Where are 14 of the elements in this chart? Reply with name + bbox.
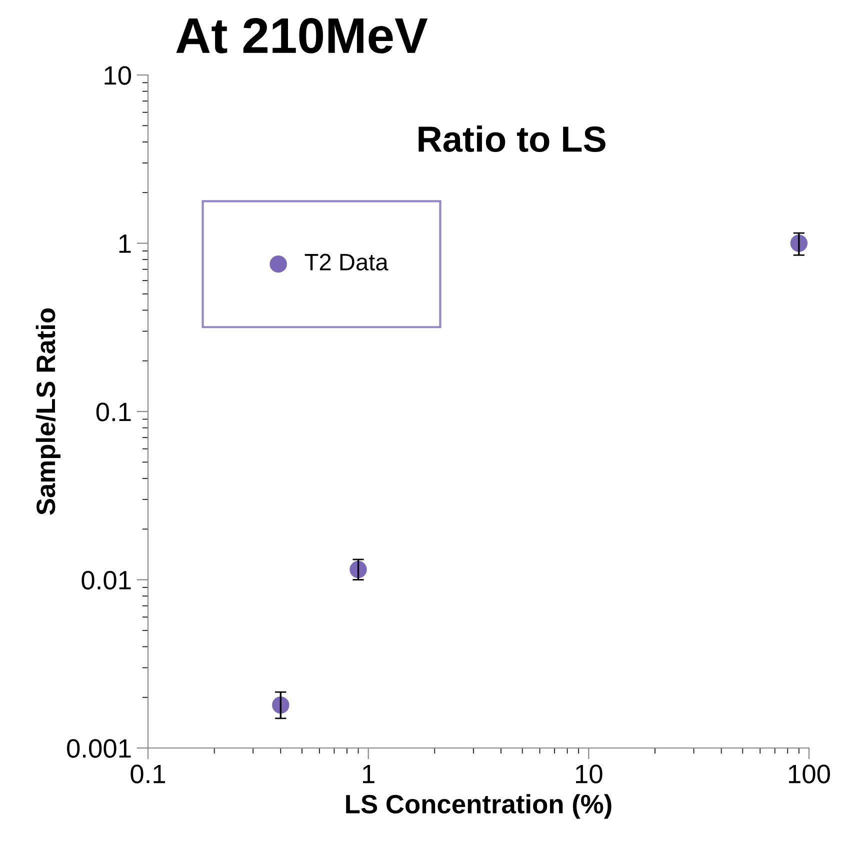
y-tick-label: 10 bbox=[104, 66, 131, 85]
x-tick-label: 0.1 bbox=[130, 764, 166, 784]
y-tick-label: 0.001 bbox=[67, 739, 131, 758]
x-axis-title: LS Concentration (%) bbox=[346, 794, 612, 819]
chart-title: At 210MeV bbox=[176, 18, 428, 54]
x-tick-label: 100 bbox=[789, 764, 830, 784]
x-tick-label: 1 bbox=[363, 764, 374, 784]
text: Ratio to LS bbox=[418, 125, 606, 152]
x-tick-label: 10 bbox=[576, 764, 602, 784]
legend-label: T2 Data bbox=[304, 254, 388, 271]
y-axis-title: Sample/LS Ratio bbox=[36, 308, 60, 515]
y-tick-label: 1 bbox=[119, 234, 131, 253]
y-tick-label: 0.1 bbox=[96, 402, 131, 422]
y-tick-label: 0.01 bbox=[82, 570, 131, 590]
